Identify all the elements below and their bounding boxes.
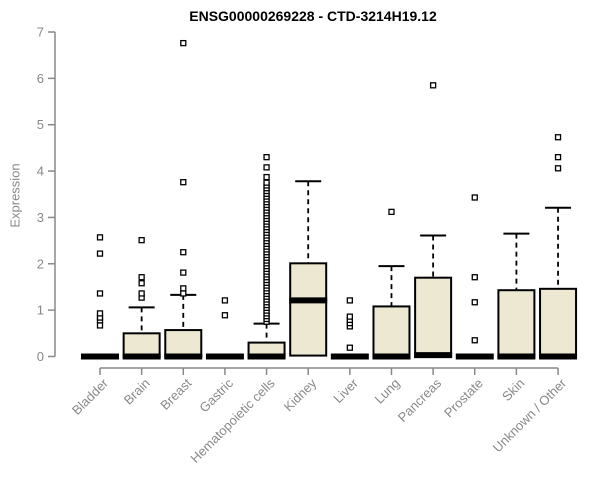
y-tick-label: 5 (37, 117, 44, 132)
box-rect (289, 262, 328, 357)
outlier-point (138, 274, 145, 281)
box-rect (122, 332, 161, 358)
outlier-point (180, 39, 187, 47)
box-skin (497, 232, 536, 360)
y-tick-label: 1 (37, 303, 44, 318)
outlier-point (471, 299, 478, 306)
outlier-point (346, 313, 353, 320)
x-tick-label-unknown-other: Unknown / Other (490, 375, 570, 455)
x-tick-label-lung: Lung (372, 376, 403, 407)
outlier-point (138, 236, 145, 244)
outlier-point (346, 297, 353, 304)
box-rect (372, 305, 411, 358)
outlier-point (96, 250, 104, 257)
outlier-point (429, 82, 437, 89)
outlier-point (471, 274, 478, 281)
outlier-point (180, 285, 187, 292)
box-prostate (455, 194, 494, 360)
box-brain (122, 236, 161, 360)
box-pancreas (414, 82, 453, 359)
outlier-point (96, 322, 104, 329)
outlier-point (263, 164, 270, 171)
box-liver (330, 297, 369, 360)
box-rect (414, 276, 453, 358)
y-tick-label: 3 (37, 210, 44, 225)
y-tick-label: 2 (37, 256, 44, 271)
box-rect (497, 289, 536, 358)
y-tick-label: 7 (37, 25, 44, 40)
chart-title: ENSG00000269228 - CTD-3214H19.12 (189, 8, 437, 24)
outlier-point (263, 179, 270, 186)
box-kidney (289, 180, 328, 357)
box-breast (164, 39, 203, 360)
x-tick-label-bladder: Bladder (69, 375, 112, 418)
x-tick-label-gastric: Gastric (196, 375, 236, 415)
box-hematopoietic-cells (247, 154, 286, 360)
outlier-point (138, 280, 145, 287)
x-tick-label-skin: Skin (499, 376, 527, 404)
outlier-point (96, 234, 104, 241)
outlier-point (388, 208, 395, 216)
outlier-point (554, 154, 562, 161)
outlier-point (263, 173, 270, 181)
box-bladder (81, 234, 119, 360)
outlier-point (180, 269, 187, 276)
y-tick-label: 6 (37, 71, 44, 86)
box-unknown-other (539, 134, 578, 360)
outlier-point (554, 165, 562, 172)
outlier-point (138, 290, 145, 297)
y-tick-label: 4 (37, 164, 44, 179)
y-tick-label: 0 (37, 349, 44, 364)
x-tick-label-prostate: Prostate (441, 376, 486, 421)
outlier-point (96, 310, 104, 317)
box-lung (372, 208, 411, 360)
outlier-point (180, 179, 187, 186)
outlier-point (180, 249, 187, 256)
x-tick-label-breast: Breast (157, 375, 194, 412)
x-tick-label-brain: Brain (121, 376, 153, 408)
outlier-point (96, 290, 104, 297)
outlier-point (471, 194, 478, 201)
x-tick-label-liver: Liver (330, 375, 361, 406)
outlier-point (221, 312, 229, 319)
outlier-point (346, 344, 353, 351)
x-tick-label-pancreas: Pancreas (395, 375, 445, 425)
outlier-point (471, 337, 478, 344)
box-rect (539, 287, 578, 358)
x-tick-label-kidney: Kidney (281, 375, 320, 414)
outlier-point (180, 290, 187, 297)
box-rect (164, 329, 203, 358)
box-gastric (205, 297, 244, 360)
outlier-point (554, 134, 562, 141)
outlier-point (221, 297, 229, 304)
outlier-point (263, 154, 270, 161)
